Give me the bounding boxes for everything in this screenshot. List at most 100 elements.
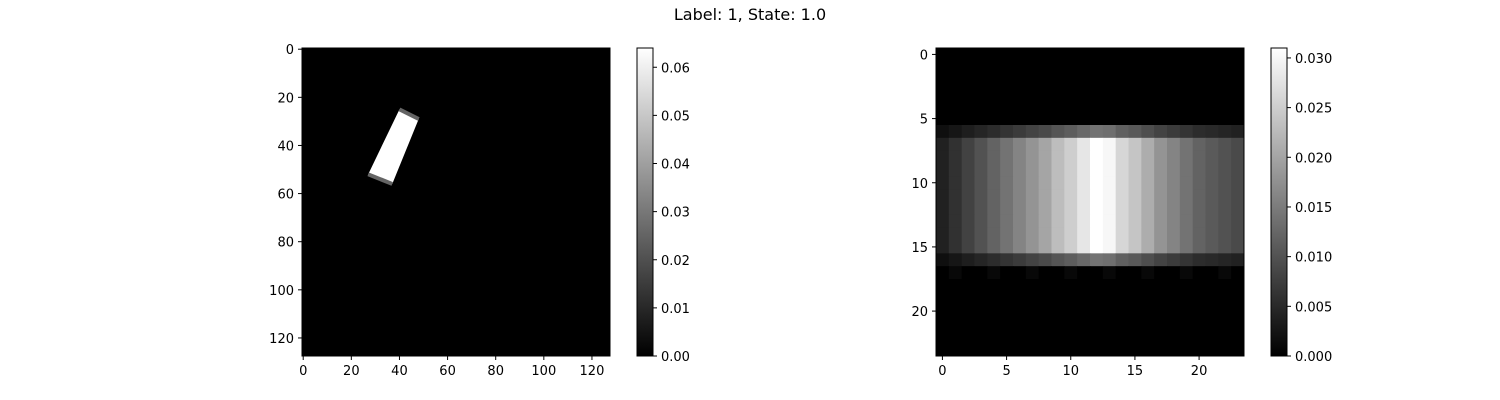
heatmap-right-cell [1000,125,1014,139]
heatmap-right-cell [1102,214,1117,229]
heatmap-right-cell [936,189,950,203]
heatmap-right-cell [1218,48,1232,62]
heatmap-right-cell [1038,125,1052,139]
heatmap-right-cell [1102,291,1117,306]
heatmap-right-cell [1205,240,1219,254]
heatmap-right-cell [961,317,975,331]
heatmap-right-cell [1154,125,1168,139]
heatmap-right-cell [1077,73,1091,87]
heatmap-right-cell [948,99,963,113]
heatmap-right-cell [974,227,988,241]
heatmap-right-cell [948,279,963,293]
heatmap-right-cell [1115,240,1129,254]
heatmap-right-cell [1102,99,1117,113]
heatmap-left-ytick-label: 80 [277,236,294,251]
heatmap-left-background [302,48,610,356]
heatmap-left-frame [301,47,611,357]
heatmap-right-cell [1128,304,1142,318]
heatmap-right-cell [948,60,963,75]
heatmap-right-cell [1205,343,1219,357]
heatmap-right-cell [1090,150,1104,164]
heatmap-right-cell [961,150,975,164]
heatmap-right-y-axis: 0 5 10 15 20 [911,48,936,320]
heatmap-right-cell [1115,73,1129,87]
heatmap-right-cell [1179,330,1194,344]
heatmap-right-cell [987,291,1001,306]
heatmap-right-cell [1013,214,1027,229]
heatmap-right-cell [1141,227,1155,241]
heatmap-right-cell [1167,86,1181,100]
heatmap-right-cell [1090,317,1104,331]
heatmap-right-cell [1025,304,1040,318]
colorbar-left-tick-label: 0.05 [661,109,690,124]
heatmap-right-cell [1051,189,1065,203]
colorbar-right-tick-label: 0.010 [1295,251,1332,266]
heatmap-right-cell [1231,99,1245,113]
heatmap-right-cell [1154,86,1168,100]
heatmap-right-cell [1077,86,1091,100]
heatmap-right-ytick-label: 0 [920,48,928,63]
heatmap-right-cell [961,176,975,190]
heatmap-right-cell [1025,227,1040,241]
colorbar-right-tick-label: 0.000 [1295,350,1332,365]
heatmap-right-cell [1025,189,1040,203]
heatmap-right-cell [1167,279,1181,293]
heatmap-left-bright-region [368,109,419,184]
heatmap-right-cell [1218,112,1232,126]
heatmap-right-cell [1000,291,1014,306]
heatmap-right-cell [1077,189,1091,203]
heatmap-right-cell [1064,266,1078,280]
heatmap-right-cell [1000,99,1014,113]
heatmap-right-cell [1051,176,1065,190]
heatmap-right-cell [1038,137,1052,152]
heatmap-right-cell [987,202,1001,216]
heatmap-right-cell [1167,240,1181,254]
heatmap-right-cell [1038,214,1052,229]
heatmap-right-cell [1141,330,1155,344]
heatmap-right-cell [1051,60,1065,75]
heatmap-right-cell [1102,189,1117,203]
heatmap-right-ytick-label: 5 [920,113,928,128]
heatmap-right-cell [1179,163,1194,177]
heatmap-right-cell [948,176,963,190]
heatmap-right-cell [1205,176,1219,190]
heatmap-right-cell [974,279,988,293]
heatmap-right-cell [1218,330,1232,344]
heatmap-right-cell [936,112,950,126]
heatmap-right-cell [1167,125,1181,139]
heatmap-right-cell [936,99,950,113]
heatmap-right-cell [1154,48,1168,62]
heatmap-right-cell [1179,73,1194,87]
heatmap-right-cell [1077,330,1091,344]
heatmap-right-cell [1000,266,1014,280]
heatmap-right-cell [1167,330,1181,344]
heatmap-right-cell [974,48,988,62]
heatmap-right-cell [1141,304,1155,318]
heatmap-right-cell [948,317,963,331]
heatmap-right-cell [1154,137,1168,152]
heatmap-right-cell [1218,266,1232,280]
colorbar-right-frame [1270,47,1288,357]
heatmap-right-cell [1205,266,1219,280]
heatmap-right-cell [1154,112,1168,126]
heatmap-right-xtick-label: 15 [1127,364,1144,379]
heatmap-right-cell [1167,214,1181,229]
heatmap-right-cell [987,279,1001,293]
heatmap-right-cell [987,176,1001,190]
heatmap-right-cell [1013,330,1027,344]
heatmap-right-cell [1192,343,1206,357]
heatmap-right-cell [1179,317,1194,331]
heatmap-right-cell [1025,266,1040,280]
heatmap-right-cell [1192,48,1206,62]
heatmap-right-cell [961,304,975,318]
heatmap-right-cell [1205,330,1219,344]
heatmap-right-cell [1102,150,1117,164]
heatmap-right-cell [1013,48,1027,62]
heatmap-right-cell [961,189,975,203]
heatmap-right-cell [936,214,950,229]
heatmap-right-cell [1102,330,1117,344]
heatmap-right-cell [1141,253,1155,267]
heatmap-right-cell [1205,112,1219,126]
heatmap-right-cell [1038,227,1052,241]
heatmap-right-cell [1025,317,1040,331]
